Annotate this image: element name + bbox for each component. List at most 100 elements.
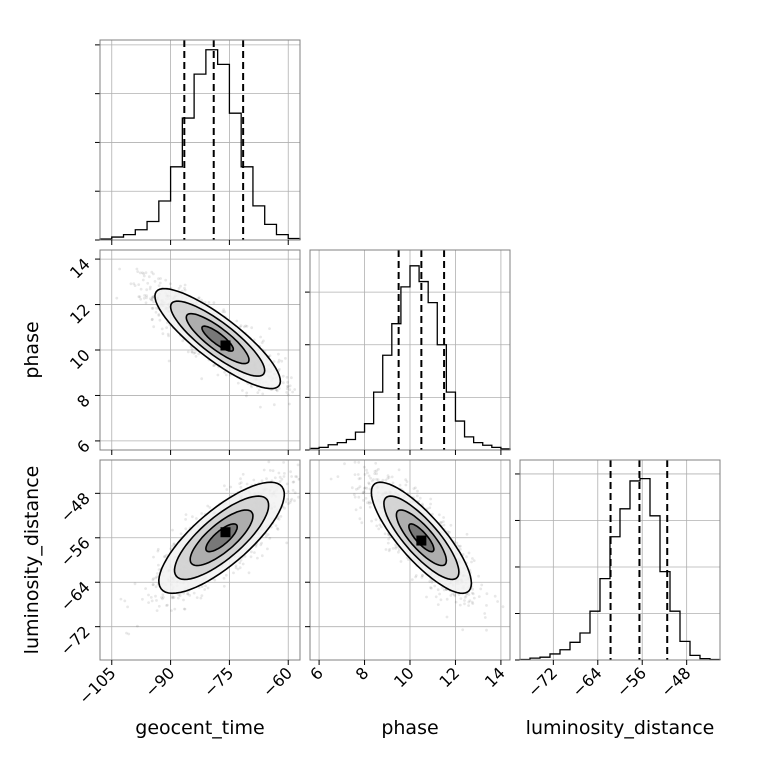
xlabel-geocent-time: geocent_time bbox=[135, 717, 264, 739]
sample-point bbox=[169, 547, 173, 551]
y-tick-label: −48 bbox=[57, 489, 94, 526]
sample-point bbox=[271, 469, 275, 473]
sample-point bbox=[115, 296, 119, 300]
sample-point bbox=[370, 519, 373, 523]
sample-point bbox=[161, 332, 165, 336]
sample-point bbox=[243, 555, 247, 558]
sample-point bbox=[145, 288, 149, 292]
panel-content bbox=[100, 250, 314, 450]
sample-point bbox=[260, 541, 263, 545]
sample-point bbox=[285, 391, 289, 394]
sample-point bbox=[442, 588, 446, 592]
sample-point bbox=[375, 472, 378, 476]
sample-point bbox=[225, 488, 229, 491]
sample-point bbox=[358, 517, 362, 521]
sample-point bbox=[166, 603, 169, 607]
sample-point bbox=[238, 566, 242, 570]
density-peak bbox=[220, 340, 231, 351]
sample-point bbox=[311, 384, 314, 387]
sample-point bbox=[239, 558, 243, 562]
sample-point bbox=[353, 495, 357, 499]
sample-point bbox=[257, 388, 261, 392]
contour-line bbox=[189, 509, 254, 567]
sample-point bbox=[387, 549, 391, 553]
panel-frame bbox=[99, 459, 301, 661]
sample-point bbox=[224, 373, 228, 377]
sample-point bbox=[375, 469, 378, 473]
sample-point bbox=[291, 480, 295, 484]
sample-point bbox=[354, 508, 358, 512]
sample-point bbox=[169, 282, 172, 286]
sample-point bbox=[407, 558, 410, 561]
sample-point bbox=[186, 592, 190, 596]
sample-point bbox=[470, 591, 474, 595]
sample-point bbox=[177, 593, 181, 597]
sample-point bbox=[262, 468, 266, 472]
sample-point bbox=[163, 555, 166, 559]
sample-point bbox=[421, 574, 424, 577]
sample-point bbox=[162, 595, 165, 599]
sample-point bbox=[293, 491, 297, 495]
sample-point bbox=[260, 341, 264, 345]
sample-point bbox=[477, 595, 481, 598]
sample-point bbox=[147, 593, 150, 597]
sample-point bbox=[384, 548, 388, 551]
sample-point bbox=[501, 605, 505, 609]
sample-point bbox=[367, 482, 371, 486]
sample-point bbox=[394, 543, 397, 547]
sample-point bbox=[439, 521, 443, 524]
sample-point bbox=[161, 593, 165, 597]
sample-point bbox=[437, 513, 441, 517]
sample-point bbox=[277, 517, 281, 521]
density-panel-geocent-time-vs-phase bbox=[99, 249, 314, 451]
sample-point bbox=[278, 475, 282, 479]
sample-point bbox=[268, 327, 271, 330]
sample-point bbox=[229, 485, 233, 489]
sample-point bbox=[418, 496, 422, 500]
sample-point bbox=[369, 476, 372, 480]
sample-point bbox=[164, 278, 168, 282]
sample-point bbox=[245, 391, 249, 395]
sample-point bbox=[367, 474, 371, 478]
sample-point bbox=[234, 566, 238, 570]
sample-point bbox=[368, 505, 372, 509]
sample-point bbox=[197, 297, 200, 300]
sample-point bbox=[467, 604, 470, 607]
sample-point bbox=[200, 594, 204, 597]
sample-point bbox=[359, 506, 362, 510]
sample-point bbox=[161, 597, 164, 601]
sample-point bbox=[362, 490, 366, 493]
sample-point bbox=[154, 585, 158, 589]
sample-point bbox=[154, 576, 158, 580]
sample-point bbox=[154, 594, 157, 598]
sample-point bbox=[282, 461, 285, 464]
x-tick-label: 6 bbox=[306, 663, 327, 684]
sample-point bbox=[461, 628, 465, 632]
contour-line bbox=[205, 523, 238, 553]
sample-point bbox=[425, 507, 429, 511]
sample-point bbox=[430, 580, 434, 584]
sample-point bbox=[256, 556, 259, 560]
sample-point bbox=[374, 461, 378, 465]
y-tick-label: 14 bbox=[66, 254, 94, 282]
sample-point bbox=[410, 578, 414, 581]
sample-point bbox=[483, 616, 487, 619]
sample-point bbox=[250, 550, 253, 554]
sample-point bbox=[284, 500, 288, 504]
sample-point bbox=[404, 483, 408, 487]
sample-point bbox=[239, 481, 243, 484]
x-tick-label: 12 bbox=[435, 663, 463, 691]
sample-point bbox=[155, 306, 158, 310]
sample-point bbox=[304, 412, 307, 415]
sample-point bbox=[442, 516, 445, 519]
sample-point bbox=[457, 545, 461, 548]
sample-point bbox=[194, 355, 198, 358]
sample-point bbox=[223, 370, 227, 374]
contour-line bbox=[185, 312, 250, 365]
sample-point bbox=[290, 376, 293, 380]
y-tick-label: −64 bbox=[57, 578, 94, 615]
sample-point bbox=[149, 285, 152, 289]
sample-point bbox=[239, 477, 242, 481]
density-peak bbox=[416, 535, 427, 546]
sample-point bbox=[363, 486, 367, 490]
